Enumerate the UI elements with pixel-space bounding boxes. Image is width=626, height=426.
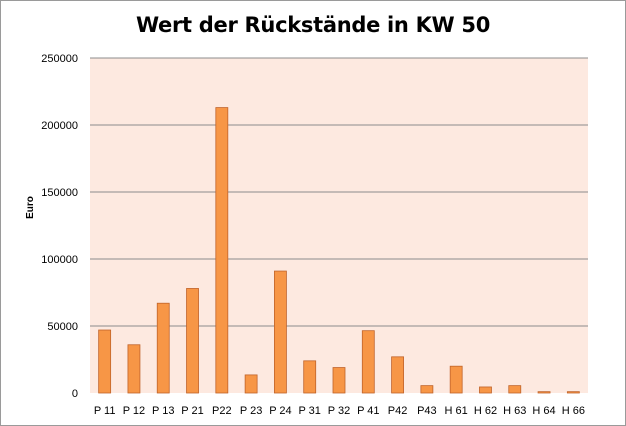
- bars: [98, 107, 580, 394]
- y-tick-label: 0: [72, 388, 78, 400]
- x-tick-label: P 41: [357, 405, 379, 417]
- y-tick-label: 200000: [41, 120, 78, 132]
- bar: [98, 329, 112, 394]
- bar: [244, 374, 258, 394]
- y-tick-label: 150000: [41, 187, 78, 199]
- x-axis-ticks: P 11 P 12 P 13 P 21 P22 P 23 P 24 P 31 P 32 P 41 P…: [94, 405, 585, 417]
- x-tick-label: P 21: [181, 405, 203, 417]
- x-tick-label: P43: [417, 405, 437, 417]
- bar: [186, 288, 199, 394]
- x-tick-label: P 23: [240, 405, 262, 417]
- x-tick-label: H 61: [445, 405, 468, 417]
- bar: [274, 270, 287, 394]
- x-tick-label: H 66: [562, 405, 585, 417]
- bar: [127, 344, 141, 394]
- x-tick-label: P 11: [94, 405, 116, 417]
- bar: [332, 367, 346, 394]
- y-axis-ticks: 0 50000 100000 150000 200000 250000: [41, 53, 78, 400]
- x-tick-label: P 13: [152, 405, 174, 417]
- y-tick-label: 50000: [47, 321, 78, 333]
- y-axis-title: Euro: [25, 196, 36, 219]
- x-tick-label: P 24: [269, 405, 291, 417]
- bar: [508, 385, 522, 394]
- bar: [156, 302, 170, 394]
- bar: [215, 107, 229, 394]
- x-tick-label: P 32: [328, 405, 350, 417]
- bar: [566, 391, 580, 394]
- x-tick-label: P 12: [123, 405, 145, 417]
- bar: [361, 330, 375, 394]
- y-tick-label: 250000: [41, 53, 78, 65]
- chart-title: Wert der Rückstände in KW 50: [135, 13, 491, 37]
- x-tick-label: H 62: [474, 405, 497, 417]
- bar: [479, 386, 492, 394]
- x-tick-label: P42: [388, 405, 408, 417]
- plot-area: [90, 58, 588, 393]
- bar: [537, 391, 551, 394]
- bar: [303, 360, 317, 394]
- bar: [449, 365, 463, 394]
- gridlines: [90, 57, 588, 327]
- x-tick-label: H 64: [532, 405, 555, 417]
- bar: [391, 356, 404, 394]
- x-tick-label: H 63: [503, 405, 526, 417]
- bar: [420, 385, 434, 394]
- x-tick-label: P 31: [298, 405, 320, 417]
- x-tick-label: P22: [212, 405, 232, 417]
- y-tick-label: 100000: [41, 254, 78, 266]
